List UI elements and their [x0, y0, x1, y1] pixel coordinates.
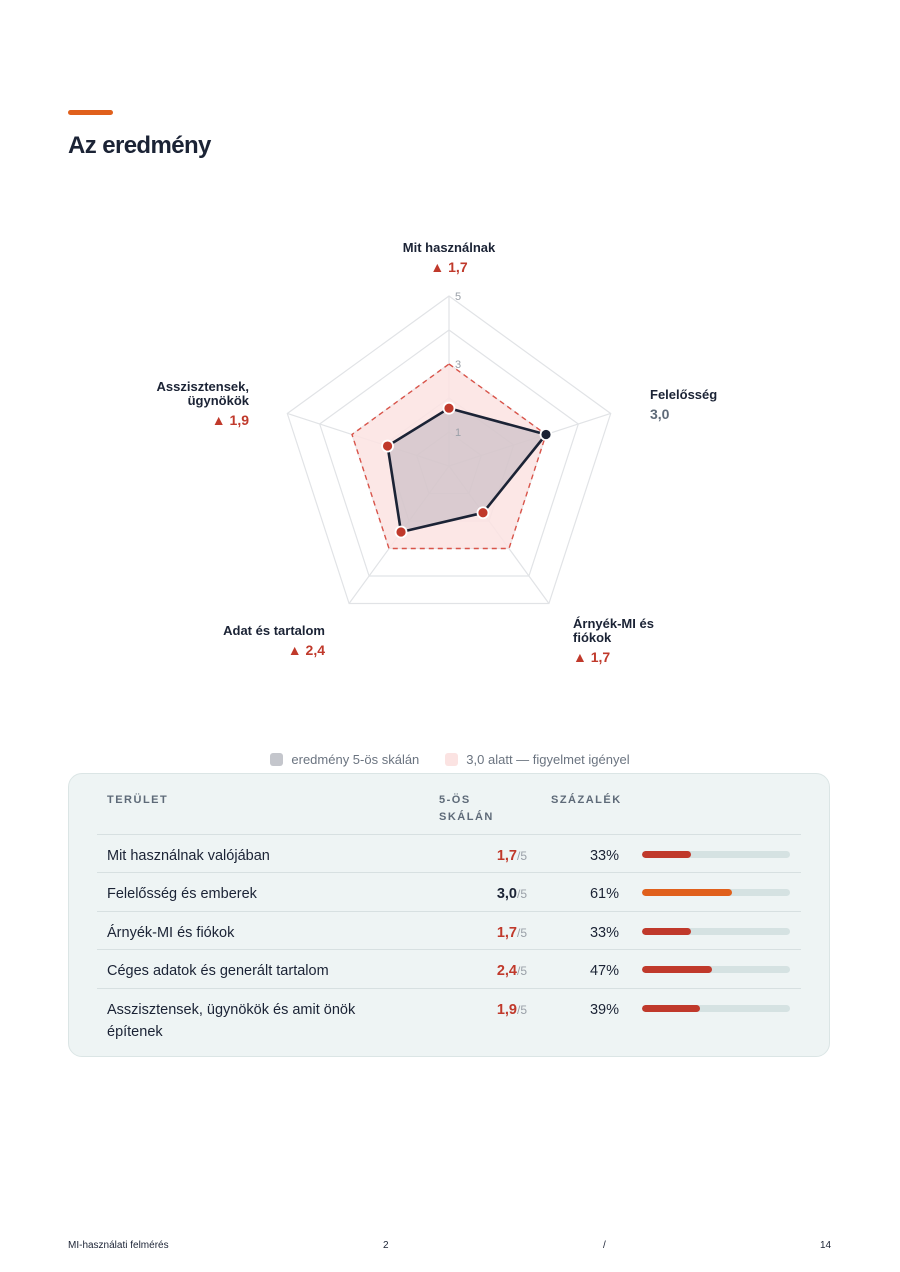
scale-label: 5 [455, 291, 461, 303]
title-accent-bar [68, 110, 113, 115]
axis-label: Árnyék-MI és [573, 616, 654, 631]
cell-area: Árnyék-MI és fiókok [107, 925, 235, 941]
score-denominator: /5 [516, 964, 527, 978]
data-point [442, 401, 456, 415]
axis-value: ▲ 1,9 [212, 412, 249, 428]
grid-ring [286, 295, 612, 605]
table-row: Asszisztensek, ügynökök és amit önök épí… [97, 988, 801, 1040]
footer-page-number: 2 [383, 1240, 389, 1251]
cell-score: 1,7/5 [497, 845, 527, 867]
table-row: Árnyék-MI és fiókok 1,7/5 33% [97, 911, 801, 950]
footer-separator: / [603, 1240, 606, 1251]
cell-score: 3,0/5 [497, 883, 527, 905]
legend-item-threshold: 3,0 alatt — figyelmet igényel [445, 752, 630, 767]
data-point [476, 506, 490, 520]
cell-area: Céges adatok és generált tartalom [107, 963, 329, 979]
cell-area: Felelősség és emberek [107, 886, 257, 902]
score-value: 1,7 [496, 925, 517, 941]
percent-bar-fill [642, 851, 691, 858]
percent-bar-track [642, 1005, 790, 1012]
cell-area: Asszisztensek, ügynökök és amit önök épí… [107, 1002, 356, 1040]
axis-value: ▲ 2,4 [288, 642, 325, 658]
footer-page-total: 14 [820, 1240, 832, 1251]
header-area: TERÜLET [107, 794, 169, 806]
cell-score: 1,9/5 [497, 999, 527, 1021]
scale-label: 1 [455, 427, 461, 439]
cell-score: 1,7/5 [497, 922, 527, 944]
legend-swatch-result [270, 753, 284, 766]
percent-bar-track [642, 889, 790, 896]
data-point [394, 525, 408, 539]
axis-value: 3,0 [650, 406, 670, 422]
footer-doc-title: MI-használati felmérés [68, 1240, 169, 1251]
axis-label: Asszisztensek, [157, 379, 250, 394]
radar-chart: 1 3 5 Mit használnak ▲ 1,7 Felelősség 3,0 Árnyé… [157, 240, 718, 665]
score-denominator: /5 [516, 926, 527, 940]
cell-percent: 47% [589, 963, 619, 979]
header-scale: 5-ÖS SKÁLÁN [439, 794, 494, 823]
score-value: 1,7 [496, 848, 517, 864]
header-percent: SZÁZALÉK [551, 794, 622, 806]
cell-area: Mit használnak valójában [107, 848, 270, 864]
table-header: TERÜLET 5-ÖS SKÁLÁN SZÁZALÉK [97, 792, 801, 835]
legend-label-threshold: 3,0 alatt — figyelmet igényel [466, 752, 630, 767]
cell-percent: 33% [589, 848, 619, 864]
score-denominator: /5 [516, 887, 527, 901]
legend-swatch-threshold [445, 753, 459, 766]
chart-legend: eredmény 5-ös skálán 3,0 alatt — figyelm… [0, 752, 900, 767]
score-value: 2,4 [496, 963, 517, 979]
scale-label: 3 [455, 359, 461, 371]
cell-percent: 39% [589, 1002, 619, 1018]
score-denominator: /5 [516, 1003, 527, 1017]
percent-bar-track [642, 851, 790, 858]
score-value: 3,0 [496, 886, 517, 902]
axis-label: Felelősség [650, 387, 717, 402]
axis-value: ▲ 1,7 [430, 259, 467, 275]
threshold-polygon [351, 363, 547, 550]
grid-ring [318, 329, 580, 577]
percent-bar-fill [642, 889, 733, 896]
cell-percent: 33% [589, 925, 619, 941]
results-table: TERÜLET 5-ÖS SKÁLÁN SZÁZALÉK Mit használ… [68, 773, 830, 1057]
percent-bar-fill [642, 1005, 700, 1012]
score-value: 1,9 [496, 1002, 517, 1018]
result-polygon [386, 406, 548, 534]
data-point [539, 428, 553, 441]
table-row: Felelősség és emberek 3,0/5 61% [97, 872, 801, 912]
percent-bar-fill [642, 928, 691, 935]
legend-label-result: eredmény 5-ös skálán [291, 752, 420, 767]
percent-bar-track [642, 966, 790, 973]
axis-label: fiókok [573, 630, 612, 645]
axis-label: Adat és tartalom [223, 623, 325, 638]
table-row: Mit használnak valójában 1,7/5 33% [97, 834, 801, 873]
percent-bar-fill [642, 966, 712, 973]
percent-bar-track [642, 928, 790, 935]
axis-label: ügynökök [188, 393, 250, 408]
cell-score: 2,4/5 [497, 960, 527, 982]
axis-value: ▲ 1,7 [573, 649, 610, 665]
data-point [381, 439, 394, 453]
cell-percent: 61% [589, 886, 619, 902]
score-denominator: /5 [516, 849, 527, 863]
page-title: Az eredmény [68, 132, 211, 159]
legend-item-result: eredmény 5-ös skálán [270, 752, 419, 767]
axis-label: Mit használnak [403, 240, 496, 255]
table-row: Céges adatok és generált tartalom 2,4/5 47… [97, 949, 801, 989]
